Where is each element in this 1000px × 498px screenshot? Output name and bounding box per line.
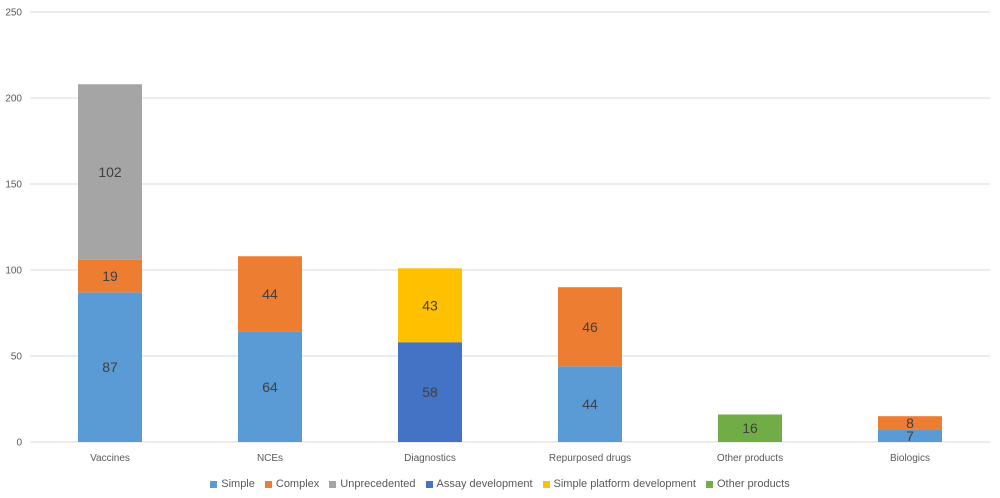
legend-label: Unprecedented: [340, 478, 416, 490]
bar-segment: [878, 429, 942, 442]
y-tick-label: 100: [5, 266, 22, 277]
data-label: 16: [742, 420, 758, 436]
legend-label: Simple platform development: [553, 478, 696, 490]
bar-segment: [398, 342, 462, 442]
data-label: 64: [262, 379, 278, 395]
legend-item: Complex: [264, 478, 320, 490]
x-category-label: NCEs: [257, 453, 283, 464]
bar-segment: [398, 268, 462, 343]
bar-segment: [78, 259, 142, 293]
legend-label: Complex: [275, 478, 320, 490]
x-category-label: Biologics: [890, 453, 930, 464]
legend-item: Other products: [705, 478, 790, 490]
legend-swatch: [210, 480, 218, 488]
legend-item: Assay development: [425, 478, 533, 490]
y-tick-label: 200: [5, 94, 22, 105]
data-label: 19: [102, 268, 118, 284]
data-label: 44: [582, 396, 598, 412]
x-category-label: Other products: [717, 453, 783, 464]
legend-label: Other products: [716, 478, 790, 490]
stacked-bar-chart: 0 50 100 150 200 250 87 19 102 Vaccines 64 44 NCEs 58…: [5, 8, 990, 464]
legend-swatch: [425, 480, 433, 488]
y-tick-label: 0: [16, 438, 22, 449]
bar-segment: [238, 256, 302, 332]
legend-swatch: [705, 480, 713, 488]
bar-segment: [878, 416, 942, 430]
legend-swatch: [542, 480, 550, 488]
data-label: 87: [102, 359, 118, 375]
x-category-label: Repurposed drugs: [549, 453, 631, 464]
x-category-label: Diagnostics: [404, 453, 456, 464]
legend-label: Simple: [221, 478, 255, 490]
data-label: 44: [262, 286, 278, 302]
bar-segment: [718, 414, 782, 442]
legend-swatch: [264, 480, 272, 488]
bar-segment: [558, 366, 622, 442]
data-label: 46: [582, 319, 598, 335]
data-label: 8: [906, 415, 914, 431]
bar-segment: [238, 331, 302, 442]
legend-item: Simple platform development: [542, 478, 696, 490]
bar-segment: [78, 84, 142, 260]
data-label: 102: [98, 164, 122, 180]
y-tick-label: 150: [5, 180, 22, 191]
bar-segment: [78, 292, 142, 442]
bar-segment: [558, 287, 622, 367]
x-category-label: Vaccines: [90, 453, 130, 464]
legend-swatch: [329, 480, 337, 488]
y-tick-label: 50: [11, 352, 23, 363]
data-label: 43: [422, 297, 438, 313]
legend-item: Simple: [210, 478, 255, 490]
data-label: 7: [906, 428, 914, 444]
legend-item: Unprecedented: [329, 478, 416, 490]
data-label: 58: [422, 384, 438, 400]
y-tick-label: 250: [5, 8, 22, 19]
legend-label: Assay development: [436, 478, 533, 490]
legend: Simple Complex Unprecedented Assay developm…: [0, 478, 1000, 490]
